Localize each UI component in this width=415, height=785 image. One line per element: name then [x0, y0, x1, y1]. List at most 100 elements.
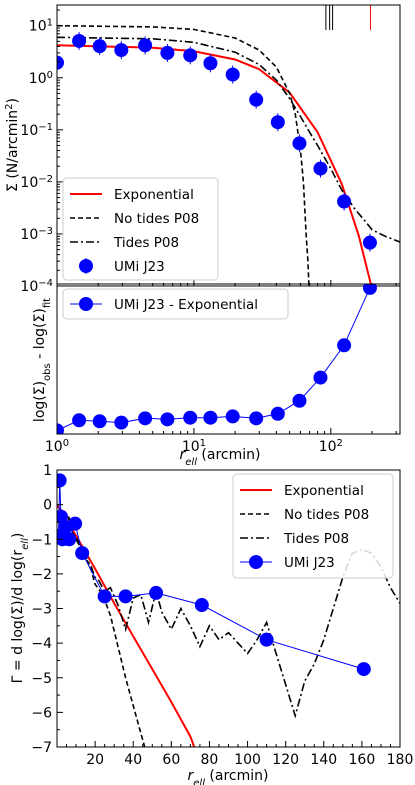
profile-data-point — [92, 39, 107, 54]
profile-data-point — [337, 194, 352, 209]
residual-data-point — [270, 406, 285, 421]
slope-x-tick-label: 120 — [272, 752, 299, 768]
slope-data-point — [259, 632, 274, 647]
slope-legend-box — [232, 473, 394, 579]
slope-ticks — [57, 469, 401, 748]
profile-y-tick-labels: 101 100 10−1 10−2 10−3 10−4 — [20, 17, 53, 295]
legend-label-no-tides: No tides P08 — [114, 211, 199, 227]
slope-data-point — [149, 585, 164, 600]
legend-label-tides: Tides P08 — [113, 235, 179, 251]
profile-data-point — [313, 161, 328, 176]
profile-y-tick-label: 100 — [29, 69, 53, 87]
residual-legend-box — [62, 288, 289, 320]
slope-x-tick-label: 60 — [162, 752, 180, 768]
residual-data-point — [249, 411, 264, 426]
profile-data-point — [138, 38, 153, 53]
profile-y-axis-label: Σ (N/arcmin2) — [4, 98, 22, 192]
legend-marker-residual — [79, 297, 93, 311]
profile-y-tick-label: 10−2 — [20, 173, 53, 191]
slope-data-point — [194, 598, 209, 613]
residual-data-point — [138, 411, 153, 426]
slope-x-tick-label: 20 — [86, 752, 104, 768]
residual-data-point — [337, 338, 352, 353]
slope-y-tick-label: −3 — [31, 602, 52, 618]
slope-y-tick-label: −6 — [31, 705, 52, 721]
residual-plot-area — [57, 284, 377, 434]
slope-data-point — [118, 589, 133, 604]
slope-x-tick-label: 140 — [310, 752, 337, 768]
residual-x-tick-labels: 100 101 102 — [45, 438, 343, 456]
profile-data-point — [292, 136, 307, 151]
slope-legend-label-umi: UMi J23 — [284, 555, 335, 571]
slope-legend-label-tides: Tides P08 — [283, 531, 349, 547]
residual-data-point — [114, 415, 129, 430]
slope-y-axis-label: Γ = d log(Σ)/d log(rell) — [10, 533, 31, 684]
slope-legend-marker-umi — [249, 555, 263, 569]
residual-ticks — [56, 428, 397, 434]
slope-y-tick-label: −1 — [31, 532, 52, 548]
profile-data-point — [225, 67, 240, 82]
legend-marker-umi — [79, 259, 93, 273]
slope-data-point — [97, 589, 112, 604]
profile-y-tick-label: 101 — [29, 17, 53, 35]
slope-data-point — [68, 516, 83, 531]
residual-x-tick-label: 100 — [45, 438, 69, 456]
legend-label-residual: UMi J23 - Exponential — [114, 297, 258, 313]
slope-x-tick-labels: 20 40 60 80 100 120 140 160 180 — [86, 752, 413, 768]
profile-data-point — [114, 43, 129, 58]
profile-legend: Exponential No tides P08 Tides P08 UMi J… — [62, 177, 219, 281]
slope-data-point — [356, 662, 371, 677]
slope-x-tick-label: 160 — [349, 752, 376, 768]
slope-y-tick-labels: 1 0 −1 −2 −3 −4 −5 −6 −7 — [31, 463, 52, 756]
residual-x-tick-label: 102 — [319, 438, 343, 456]
residual-data-point — [203, 410, 218, 425]
legend-label-exponential: Exponential — [114, 187, 194, 203]
slope-y-tick-label: −5 — [31, 671, 52, 687]
slope-legend-label-exponential: Exponential — [284, 483, 364, 499]
residual-frame — [56, 283, 401, 435]
residual-legend: UMi J23 - Exponential — [62, 288, 289, 320]
profile-data-point — [270, 115, 285, 130]
residual-y-axis-label: log(Σ)obs - log(Σ)fit — [32, 298, 53, 422]
profile-y-tick-label: 10−1 — [20, 121, 53, 139]
profile-data-point — [72, 33, 87, 48]
profile-data-point — [362, 235, 377, 250]
profile-panel: 101 100 10−1 10−2 10−3 10−4 Σ (N/arcmin2) Exp… — [4, 4, 401, 295]
profile-y-tick-label: 10−3 — [20, 225, 53, 243]
residual-data-point — [292, 393, 307, 408]
residual-data-point — [225, 409, 240, 424]
residual-data-point — [92, 414, 107, 429]
slope-legend: Exponential No tides P08 Tides P08 UMi J… — [232, 473, 394, 579]
profile-legend-box — [62, 177, 219, 281]
residual-x-axis-label: rell (arcmin) — [180, 447, 261, 468]
profile-data-point — [57, 55, 64, 70]
slope-x-tick-label: 180 — [387, 752, 414, 768]
slope-x-axis-label: rell (arcmin) — [188, 768, 269, 785]
slope-y-tick-label: −2 — [31, 567, 52, 583]
residual-data-point — [160, 412, 175, 427]
slope-data-point — [62, 532, 77, 547]
slope-y-tick-label: −4 — [31, 636, 52, 652]
residual-data-point — [362, 284, 377, 295]
profile-line-tides — [57, 36, 400, 243]
residual-x-tick-label: 101 — [182, 438, 206, 456]
slope-y-tick-label: −7 — [31, 740, 52, 756]
slope-legend-label-no-tides: No tides P08 — [284, 507, 369, 523]
residual-data-point — [72, 413, 87, 428]
residual-data-point — [183, 410, 198, 425]
residual-panel: 100 101 102 log(Σ)obs - log(Σ)fit rell (ar… — [32, 283, 401, 468]
profile-data-point — [183, 48, 198, 63]
legend-label-umi: UMi J23 — [114, 259, 165, 275]
profile-plot-area — [57, 5, 400, 286]
slope-x-tick-label: 100 — [234, 752, 261, 768]
profile-y-tick-label: 10−4 — [20, 278, 53, 296]
profile-line-no-tides — [57, 24, 310, 286]
residual-data-point — [57, 423, 64, 434]
slope-x-tick-label: 40 — [124, 752, 142, 768]
slope-panel: 20 40 60 80 100 120 140 160 180 1 0 −1 −2 −3 −4 −5 −6 −7… — [10, 463, 413, 785]
profile-data-point — [203, 56, 218, 71]
slope-data-point — [57, 473, 67, 488]
slope-x-tick-label: 80 — [201, 752, 219, 768]
residual-data-point — [313, 370, 328, 385]
